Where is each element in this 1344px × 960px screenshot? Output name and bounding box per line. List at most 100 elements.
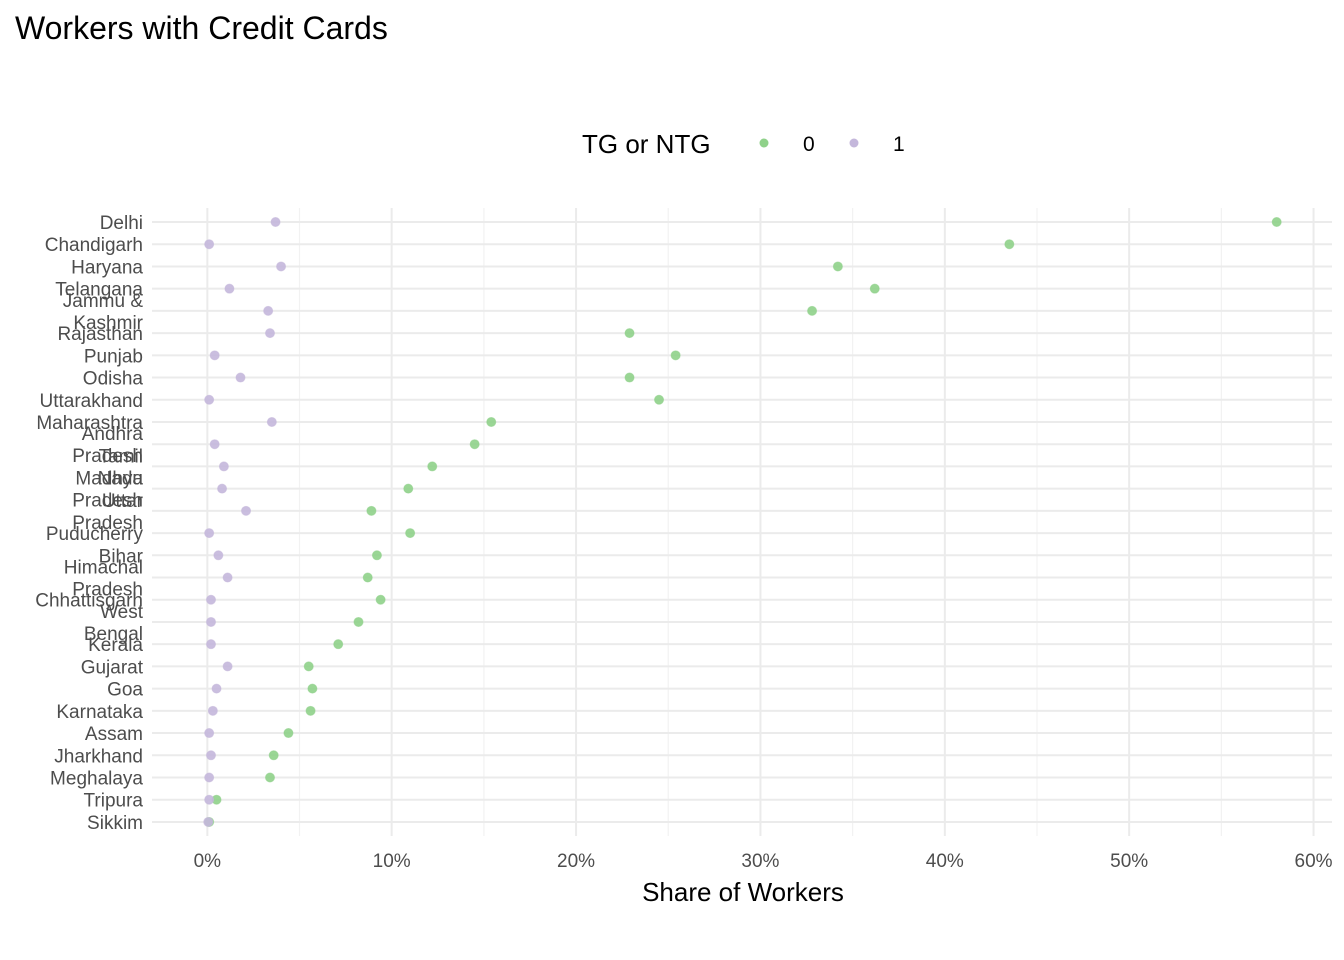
data-point-series-0: [405, 528, 416, 539]
x-tick-labels: 0% 10% 20% 30% 40% 50% 60%: [194, 851, 1333, 872]
data-point-series-0: [333, 639, 344, 650]
data-point-series-1: [266, 416, 277, 427]
data-points: [203, 217, 1282, 827]
data-point-series-0: [486, 416, 497, 427]
y-tick-label: Uttarakhand: [39, 391, 143, 412]
data-point-series-1: [263, 305, 274, 316]
y-tick-label: West Bengal: [84, 602, 144, 645]
y-tick-label: Rajasthan: [57, 324, 143, 345]
data-point-series-1: [204, 394, 215, 405]
y-tick-label: Punjab: [84, 346, 143, 367]
data-point-series-0: [265, 772, 275, 783]
data-point-series-1: [213, 550, 224, 561]
data-point-series-1: [222, 572, 233, 583]
y-tick-label: Chhattisgarh: [35, 591, 143, 612]
y-tick-label: Jharkhand: [54, 746, 143, 767]
data-point-series-0: [375, 594, 386, 605]
data-point-series-0: [654, 394, 665, 405]
data-point-series-0: [268, 750, 279, 761]
y-tick-label: Goa: [107, 680, 143, 701]
data-point-series-1: [235, 372, 246, 383]
y-tick-label: Assam: [85, 724, 143, 745]
y-tick-label: Meghalaya: [50, 769, 143, 790]
data-point-series-1: [204, 528, 215, 539]
y-tick-label: Delhi: [100, 213, 143, 234]
data-point-series-0: [469, 439, 480, 450]
data-point-series-1: [204, 772, 215, 783]
x-tick-label: 30%: [741, 851, 779, 872]
data-point-series-0: [353, 616, 364, 627]
data-point-series-0: [427, 461, 438, 472]
y-tick-label: Haryana: [71, 257, 143, 278]
y-tick-label: Sikkim: [87, 813, 143, 834]
data-point-series-1: [204, 239, 215, 250]
data-point-series-0: [307, 683, 318, 694]
y-tick-label: Kerala: [88, 635, 143, 656]
y-tick-label: Telangana: [55, 280, 143, 301]
x-tick-label: 10%: [373, 851, 411, 872]
data-point-series-0: [362, 572, 373, 583]
data-point-series-1: [204, 728, 215, 739]
data-point-series-1: [204, 794, 215, 805]
data-point-series-1: [211, 683, 222, 694]
legend-key-marker: [849, 138, 859, 148]
y-tick-label: Odisha: [83, 369, 144, 390]
data-point-series-0: [869, 283, 880, 294]
data-point-series-0: [670, 350, 681, 361]
data-point-series-1: [218, 461, 229, 472]
legend-key-label: 1: [893, 133, 905, 156]
y-tick-label: Gujarat: [81, 657, 144, 678]
data-point-series-1: [206, 750, 216, 761]
y-tick-label: Tripura: [84, 791, 144, 812]
data-point-series-1: [265, 328, 275, 339]
legend-key-label: 0: [803, 133, 815, 156]
legend-key-marker: [759, 138, 769, 148]
data-point-series-1: [217, 483, 228, 494]
data-point-series-0: [1271, 217, 1282, 227]
data-point-series-1: [203, 816, 214, 827]
data-point-series-0: [624, 372, 635, 383]
y-tick-label: Bihar: [99, 546, 144, 567]
data-point-series-0: [832, 261, 843, 272]
y-tick-label: Jammu & Kashmir: [63, 291, 144, 334]
data-point-series-1: [241, 505, 252, 516]
data-point-series-0: [624, 328, 635, 339]
data-point-series-1: [209, 350, 220, 361]
y-tick-label: Karnataka: [56, 702, 143, 723]
y-tick-label: Himachal Pradesh: [64, 558, 143, 601]
x-axis-label: Share of Workers: [642, 877, 844, 907]
y-tick-label: Maharashtra: [36, 413, 143, 434]
y-tick-label: Chandigarh: [45, 235, 143, 256]
data-point-series-0: [1004, 239, 1015, 250]
data-point-series-1: [206, 639, 216, 650]
data-point-series-1: [209, 439, 220, 450]
y-tick-label: Andhra Pradesh: [72, 424, 143, 467]
data-point-series-0: [807, 305, 818, 316]
data-point-series-0: [303, 661, 314, 672]
data-point-series-1: [224, 283, 235, 294]
data-point-series-1: [206, 594, 216, 605]
chart-title: Workers with Credit Cards: [15, 10, 388, 46]
y-tick-label: Uttar Pradesh: [72, 491, 143, 534]
y-tick-label: Tamil Nadu: [98, 446, 143, 489]
grid-layer: [152, 208, 1332, 836]
data-point-series-1: [270, 217, 281, 227]
data-point-series-1: [222, 661, 233, 672]
x-tick-label: 50%: [1110, 851, 1148, 872]
x-tick-label: 20%: [557, 851, 595, 872]
data-point-series-0: [305, 705, 316, 716]
legend-title: TG or NTG: [582, 129, 711, 159]
y-tick-label: Madhya Pradesh: [72, 469, 143, 512]
data-point-series-0: [283, 728, 294, 739]
data-point-series-0: [366, 505, 377, 516]
data-point-series-1: [276, 261, 287, 272]
data-point-series-1: [207, 705, 218, 716]
data-point-series-1: [206, 616, 216, 627]
x-tick-label: 60%: [1295, 851, 1333, 872]
data-point-series-0: [371, 550, 382, 561]
y-tick-label: Puducherry: [46, 524, 144, 545]
